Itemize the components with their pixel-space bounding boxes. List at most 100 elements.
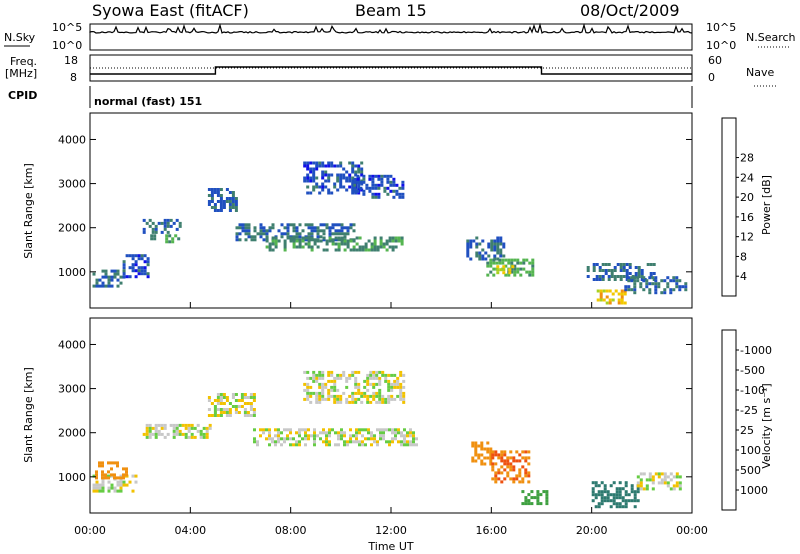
velocity-cell-4 [334, 443, 337, 447]
power-cell-14 [678, 279, 682, 283]
velocity-cell-9 [600, 502, 604, 506]
power-cell-1 [128, 254, 132, 258]
velocity-cell-5 [402, 394, 406, 398]
power-cell-0 [107, 284, 111, 288]
power-cell-7 [357, 185, 361, 189]
velocity-cell-8 [527, 502, 531, 506]
velocity-cell-5 [366, 382, 370, 386]
power-cell-7 [306, 164, 310, 168]
velocity-cell-3 [219, 411, 223, 414]
velocity-cell-4 [277, 428, 280, 432]
power-cell-8 [356, 177, 360, 181]
power-cell-5 [235, 235, 239, 239]
power-cell-3 [171, 237, 175, 241]
velocity-cell-5 [372, 397, 376, 401]
velocity-cell-5 [366, 397, 370, 401]
velocity-cell-10 [675, 484, 679, 488]
power-cell-8 [368, 186, 372, 190]
power-cell-2 [160, 230, 164, 234]
power-cell-6 [376, 248, 380, 252]
velocity-cell-1 [101, 461, 104, 465]
velocity-cell-9 [600, 490, 604, 494]
velocity-cell-3 [249, 408, 253, 411]
velocity-cell-4 [295, 443, 298, 447]
power-cell-8 [374, 192, 378, 196]
velocity-cell-9 [624, 499, 628, 503]
power-cell-5 [334, 232, 338, 236]
power-cell-14 [633, 291, 637, 295]
velocity-cell-5 [372, 376, 376, 380]
velocity-cell-4 [331, 428, 334, 432]
velocity-cell-4 [328, 443, 331, 447]
velocity-cell-9 [627, 493, 631, 497]
velocity-cell-5 [396, 394, 400, 398]
velocity-cell-5 [393, 373, 397, 377]
power-cell-6 [325, 242, 329, 246]
power-cell-5 [346, 232, 350, 236]
power-cell-11 [508, 268, 512, 272]
power-cell-6 [397, 236, 401, 240]
power-cell-1 [122, 266, 126, 270]
velocity-cell-5 [354, 382, 358, 386]
power-cell-4 [210, 197, 214, 200]
power-cell-7 [339, 182, 343, 186]
velocity-cell-9 [591, 493, 595, 497]
velocity-cell-6 [486, 450, 490, 454]
power-cell-6 [274, 245, 278, 249]
velocity-cell-5 [315, 391, 319, 395]
velocity-cell-4 [295, 431, 298, 435]
power-cell-8 [359, 180, 363, 184]
velocity-colorbar-label: Velocity [m s⁻¹] [760, 383, 773, 468]
power-cell-7 [336, 188, 340, 192]
power-cell-5 [277, 229, 281, 233]
velocity-cell-5 [387, 379, 391, 383]
power-cell-7 [324, 179, 328, 183]
velocity-cell-1 [107, 476, 110, 480]
velocity-cell-4 [268, 431, 271, 435]
velocity-cell-2 [199, 432, 203, 436]
x-tick-label-4: 16:00 [475, 524, 507, 537]
velocity-cell-6 [471, 459, 475, 463]
power-cell-2 [142, 218, 146, 222]
nsky-trace [89, 22, 693, 34]
velocity-cell-9 [621, 496, 625, 500]
velocity-cell-7 [521, 456, 525, 460]
power-cell-7 [339, 179, 343, 183]
power-cell-12 [586, 266, 590, 269]
power-cell-8 [380, 177, 384, 181]
velocity-cell-3 [219, 402, 223, 405]
power-cell-2 [178, 221, 182, 225]
velocity-cell-2 [145, 429, 149, 433]
velocity-cell-4 [349, 428, 352, 432]
power-cell-6 [304, 236, 308, 240]
power-cell-7 [327, 191, 331, 195]
velocity-cell-8 [539, 493, 543, 497]
power-cell-0 [92, 284, 96, 288]
velocity-cell-9 [597, 493, 601, 497]
power-cell-12 [640, 275, 644, 278]
velocity-cell-9 [621, 505, 625, 509]
power-cell-7 [354, 164, 358, 168]
velocity-cell-7 [491, 468, 495, 472]
power-cell-4 [216, 200, 220, 203]
power-cell-5 [319, 235, 323, 239]
velocity-cell-5 [375, 394, 379, 398]
velocity-cell-3 [249, 402, 253, 405]
velocity-cell-9 [594, 484, 598, 488]
velocity-cell-5 [375, 391, 379, 395]
power-cell-6 [289, 239, 293, 243]
power-cell-6 [340, 236, 344, 240]
velocity-cell-9 [603, 484, 607, 488]
velocity-cell-1 [95, 473, 98, 477]
velocity-cell-3 [213, 405, 217, 408]
velocity-colorbar-label-7: -1000 [740, 344, 772, 357]
power-cell-6 [358, 236, 362, 240]
power-cell-10 [513, 258, 517, 262]
velocity-cell-5 [366, 394, 370, 398]
power-cell-12 [601, 278, 605, 281]
power-cell-14 [663, 279, 667, 283]
velocity-cell-5 [321, 382, 325, 386]
power-cell-6 [301, 236, 305, 240]
power-cell-2 [142, 227, 146, 231]
